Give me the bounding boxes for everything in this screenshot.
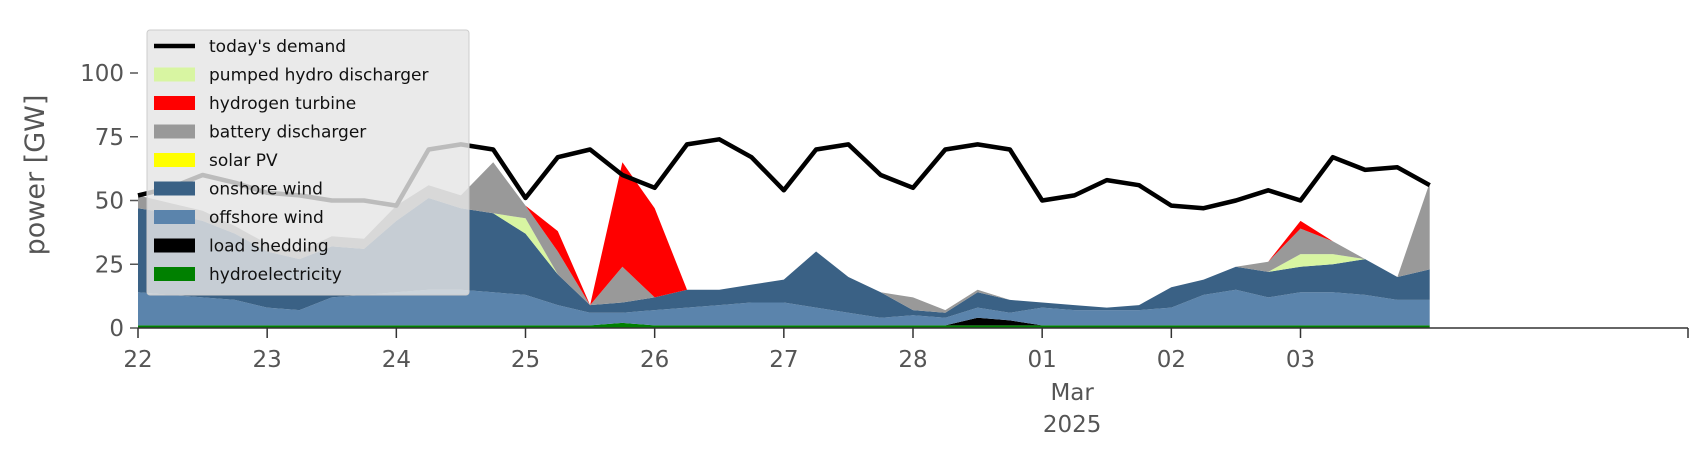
y-tick-label: 25 [95, 252, 124, 278]
x-sublabel: Mar [1050, 380, 1094, 406]
y-axis-label: power [GW] [20, 95, 51, 256]
x-tick-label: 24 [382, 347, 411, 373]
legend-swatch-offshore-wind [154, 210, 195, 224]
legend-swatch-hydroelectricity [154, 267, 195, 281]
legend-swatch-hydrogen-turbine [154, 96, 195, 110]
x-tick-label: 01 [1028, 347, 1057, 373]
legend-label-offshore-wind: offshore wind [209, 208, 324, 228]
area-offshore-wind [138, 289, 1430, 326]
x-tick-label: 23 [253, 347, 282, 373]
legend-label-hydrogen-turbine: hydrogen turbine [209, 94, 356, 114]
legend-label-solar-pv: solar PV [209, 151, 278, 171]
x-tick-label: 02 [1157, 347, 1186, 373]
legend-label-load-shedding: load shedding [209, 237, 329, 257]
y-tick-label: 0 [109, 316, 124, 342]
area-hydroelectricity [138, 322, 1430, 328]
legend-label-battery-discharger: battery discharger [209, 123, 366, 143]
y-tick-label: 50 [95, 189, 124, 215]
x-sublabel: 2025 [1043, 412, 1102, 438]
legend-swatch-pumped-hydro-discharger [154, 67, 195, 82]
x-tick-label: 03 [1286, 347, 1315, 373]
legend-swatch-battery-discharger [154, 124, 195, 139]
y-tick-label: 100 [80, 61, 124, 87]
legend-label-hydroelectricity: hydroelectricity [209, 265, 342, 285]
legend-box [146, 29, 470, 296]
legend: today's demand pumped hydro discharger hyd… [146, 29, 470, 296]
axes-layer: 0 25 50 75 100 22 23 24 25 26 27 28 01 Mar 2025 02 03 [80, 61, 1689, 438]
legend-swatch-solar-pv [154, 153, 195, 167]
x-tick-label: 25 [511, 347, 540, 373]
x-tick-label: 26 [640, 347, 669, 373]
legend-label-pumped-hydro-discharger: pumped hydro discharger [209, 66, 428, 86]
x-tick-label: 27 [769, 347, 798, 373]
x-tick-label: 28 [898, 347, 927, 373]
x-tick-label: 22 [123, 347, 152, 373]
legend-swatch-load-shedding [154, 238, 195, 253]
y-tick-label: 75 [95, 125, 124, 151]
legend-swatch-onshore-wind [154, 181, 195, 196]
legend-label-today-s-demand: today's demand [209, 37, 346, 57]
legend-label-onshore-wind: onshore wind [209, 180, 323, 200]
